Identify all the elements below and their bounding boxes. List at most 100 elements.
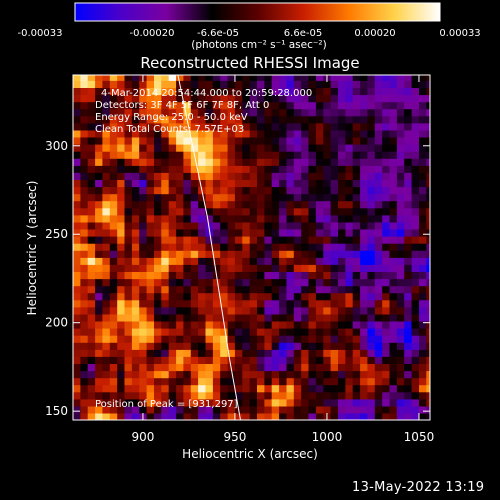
heatmap-cell <box>308 349 317 357</box>
heatmap-cell <box>264 335 273 343</box>
heatmap-cell <box>257 151 265 159</box>
heatmap-cell <box>176 250 185 258</box>
heatmap-cell <box>124 165 133 173</box>
heatmap-cell <box>242 179 251 188</box>
heatmap-cell <box>212 243 221 251</box>
heatmap-cell <box>404 87 413 96</box>
heatmap-cell <box>264 243 273 251</box>
heatmap-cell <box>205 391 214 400</box>
heatmap-cell <box>315 320 324 329</box>
heatmap-cell <box>102 370 111 379</box>
heatmap-cell <box>360 285 369 294</box>
heatmap-cell <box>396 179 405 188</box>
heatmap-cell <box>271 151 280 159</box>
heatmap-cell <box>308 87 317 96</box>
heatmap-cell <box>212 158 221 166</box>
heatmap-cell <box>264 285 273 294</box>
heatmap-cell <box>315 122 324 131</box>
heatmap-cell <box>146 384 155 393</box>
annotation-detectors: Detectors: 3F 4F 5F 6F 7F 8F, Att 0 <box>95 100 269 111</box>
heatmap-cell <box>146 342 155 350</box>
heatmap-cell <box>242 221 251 230</box>
heatmap-cell <box>220 165 229 173</box>
heatmap-cell <box>227 377 236 386</box>
heatmap-cell <box>308 391 317 400</box>
heatmap-cell <box>80 179 89 188</box>
heatmap-cell <box>367 129 376 138</box>
heatmap-cell <box>426 151 430 159</box>
heatmap-cell <box>146 398 155 407</box>
heatmap-cell <box>301 306 310 315</box>
heatmap-cell <box>73 398 81 407</box>
heatmap-cell <box>301 384 310 393</box>
heatmap-cell <box>338 384 346 393</box>
heatmap-cell <box>293 80 302 88</box>
heatmap-cell <box>338 129 346 138</box>
heatmap-cell <box>109 129 118 138</box>
heatmap-cell <box>345 356 354 364</box>
heatmap-cell <box>227 391 236 400</box>
heatmap-cell <box>411 384 420 393</box>
x-tick-label: 1000 <box>312 430 343 444</box>
heatmap-cell <box>190 264 199 272</box>
heatmap-cell <box>323 165 332 173</box>
heatmap-cell <box>345 391 354 400</box>
heatmap-cell <box>80 122 89 131</box>
heatmap-cell <box>249 129 258 138</box>
heatmap-cell <box>205 115 214 124</box>
heatmap-cell <box>117 292 126 301</box>
heatmap-cell <box>183 264 192 272</box>
heatmap-cell <box>293 257 302 265</box>
heatmap-cell <box>301 236 310 244</box>
heatmap-cell <box>411 221 420 230</box>
heatmap-cell <box>146 236 155 244</box>
heatmap-cell <box>345 80 354 88</box>
heatmap-cell <box>124 370 133 379</box>
heatmap-cell <box>212 250 221 258</box>
heatmap-cell <box>323 129 332 138</box>
heatmap-cell <box>183 122 192 131</box>
heatmap-cell <box>117 136 126 145</box>
heatmap-cell <box>95 228 104 237</box>
heatmap-cell <box>293 158 302 166</box>
heatmap-cell <box>301 200 310 209</box>
heatmap-cell <box>95 129 104 138</box>
heatmap-cell <box>198 80 207 88</box>
heatmap-cell <box>205 257 214 265</box>
heatmap-cell <box>190 129 199 138</box>
heatmap-cell <box>227 87 236 96</box>
heatmap-cell <box>87 165 96 173</box>
heatmap-cell <box>190 349 199 357</box>
heatmap-cell <box>426 236 430 244</box>
heatmap-cell <box>168 412 177 420</box>
heatmap-cell <box>389 200 398 209</box>
heatmap-cell <box>131 328 140 336</box>
heatmap-cell <box>183 172 192 180</box>
heatmap-cell <box>293 285 302 294</box>
heatmap-cell <box>249 94 258 103</box>
heatmap-cell <box>286 384 295 393</box>
heatmap-cell <box>176 172 185 180</box>
heatmap-cell <box>161 236 170 244</box>
heatmap-cell <box>124 108 133 117</box>
heatmap-cell <box>205 250 214 258</box>
heatmap-cell <box>352 328 361 336</box>
heatmap-cell <box>154 129 162 138</box>
heatmap-cell <box>279 384 288 393</box>
heatmap-cell <box>323 320 332 329</box>
heatmap-cell <box>124 228 133 237</box>
heatmap-cell <box>367 412 376 420</box>
heatmap-cell <box>338 75 346 81</box>
heatmap-cell <box>154 313 162 322</box>
heatmap-cell <box>404 144 413 152</box>
heatmap-cell <box>249 320 258 329</box>
heatmap-cell <box>168 243 177 251</box>
heatmap-cell <box>183 384 192 393</box>
heatmap-cell <box>176 214 185 223</box>
heatmap-cell <box>426 165 430 173</box>
heatmap-cell <box>338 257 346 265</box>
heatmap-cell <box>109 271 118 280</box>
heatmap-cell <box>360 306 369 315</box>
heatmap-cell <box>176 370 185 379</box>
heatmap-cell <box>279 292 288 301</box>
